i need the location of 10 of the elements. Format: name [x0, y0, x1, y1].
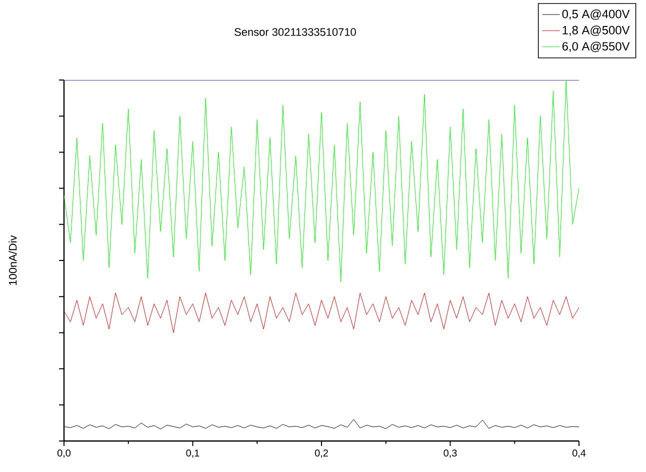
legend-label: 6,0 A@550V [562, 42, 630, 52]
x-tick-label: 0,0 [57, 450, 71, 458]
x-tick-label: 0,4 [572, 450, 586, 458]
x-tick-label: 0,2 [314, 450, 328, 458]
legend-label: 1,8 A@500V [562, 26, 630, 36]
chart-title: Sensor 30211333510710 [234, 28, 356, 36]
x-tick-label: 0,1 [186, 450, 200, 458]
legend-label: 0,5 A@400V [562, 9, 630, 20]
y-axis-title: 100nA/Div [8, 235, 17, 285]
x-tick-label: 0,3 [444, 450, 457, 458]
